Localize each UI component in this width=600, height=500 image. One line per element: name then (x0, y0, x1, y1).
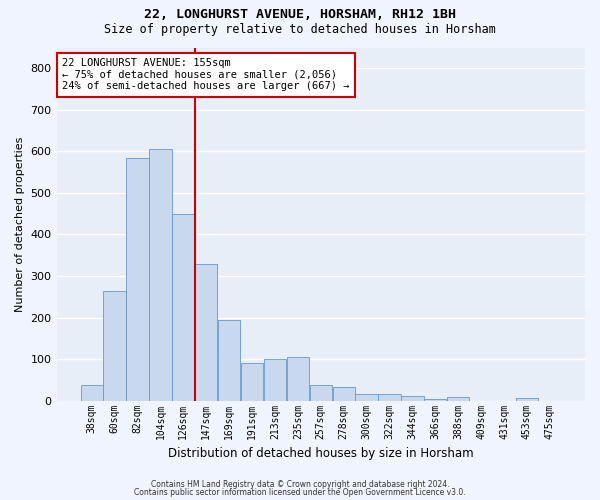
Bar (103, 290, 125, 401)
Text: Contains HM Land Registry data © Crown copyright and database right 2024.: Contains HM Land Registry data © Crown c… (151, 480, 449, 489)
Bar (379, 394, 401, 400)
Bar (241, 363, 263, 401)
Bar (424, 398, 446, 400)
Bar (401, 396, 424, 400)
Text: Contains public sector information licensed under the Open Government Licence v3: Contains public sector information licen… (134, 488, 466, 497)
Bar (332, 387, 355, 400)
Text: 22 LONGHURST AVENUE: 155sqm
← 75% of detached houses are smaller (2,056)
24% of : 22 LONGHURST AVENUE: 155sqm ← 75% of det… (62, 58, 349, 92)
Text: Size of property relative to detached houses in Horsham: Size of property relative to detached ho… (104, 22, 496, 36)
X-axis label: Distribution of detached houses by size in Horsham: Distribution of detached houses by size … (168, 447, 473, 460)
Bar (516, 398, 538, 400)
Bar (264, 359, 286, 401)
Bar (447, 398, 469, 400)
Bar (310, 385, 332, 400)
Y-axis label: Number of detached properties: Number of detached properties (15, 136, 25, 312)
Bar (195, 264, 217, 400)
Bar (80, 385, 103, 400)
Bar (218, 320, 240, 400)
Bar (287, 357, 309, 401)
Bar (149, 150, 172, 400)
Bar (127, 158, 149, 400)
Bar (172, 214, 194, 400)
Bar (355, 394, 378, 400)
Text: 22, LONGHURST AVENUE, HORSHAM, RH12 1BH: 22, LONGHURST AVENUE, HORSHAM, RH12 1BH (144, 8, 456, 20)
